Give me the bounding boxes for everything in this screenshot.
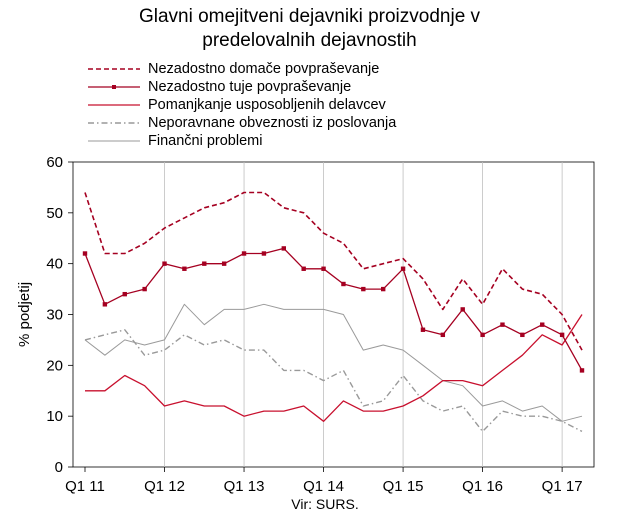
data-point: [261, 251, 267, 256]
chart-title-line-1: Glavni omejitveni dejavniki proizvodnje …: [138, 6, 481, 27]
y-axis-label: % podjetij: [16, 282, 33, 347]
data-point: [579, 368, 585, 373]
series-line: [85, 314, 583, 422]
series-3: [84, 329, 583, 433]
data-point: [480, 332, 485, 338]
legend-swatch-square-marker: [88, 85, 140, 89]
y-tick-label: 0: [55, 459, 63, 476]
legend-label: Nezadostno tuje povpraševanje: [148, 79, 352, 95]
data-point: [400, 266, 406, 271]
data-point: [440, 332, 446, 338]
data-point: [361, 286, 366, 292]
series-1: [82, 246, 585, 373]
legend-swatch-dashed: [88, 68, 140, 70]
legend-label: Neporavnane obveznosti iz poslovanja: [148, 115, 397, 131]
legend-item: Finančni problemi: [88, 132, 396, 150]
x-tick-label: Q1 11: [65, 478, 105, 495]
series-line: [84, 191, 583, 351]
x-tick-label: Q1 16: [462, 478, 503, 495]
x-tick-label: Q1 12: [144, 478, 185, 495]
legend-item: Pomanjkanje usposobljenih delavcev: [88, 96, 396, 114]
data-point: [102, 302, 108, 307]
data-point: [202, 261, 207, 266]
data-point: [381, 286, 386, 292]
legend-item: Neporavnane obveznosti iz poslovanja: [88, 114, 396, 132]
legend-item: Nezadostno tuje povpraševanje: [88, 78, 396, 96]
data-point: [142, 286, 147, 292]
y-tick-label: 30: [46, 307, 63, 324]
y-tick-label: 40: [46, 256, 63, 273]
x-tick-label: Q1 14: [303, 478, 344, 495]
data-point: [341, 281, 346, 287]
data-point: [520, 332, 525, 338]
x-tick-label: Q1 17: [542, 478, 583, 495]
series-0: [84, 191, 583, 351]
x-tick-label: Q1 13: [224, 478, 265, 495]
legend-item: Nezadostno domače povpraševanje: [88, 60, 396, 78]
series-line: [84, 247, 583, 371]
data-point: [500, 322, 505, 327]
data-point: [241, 251, 247, 256]
data-point: [162, 261, 167, 266]
legend-label: Pomanjkanje usposobljenih delavcev: [148, 97, 386, 113]
data-point: [460, 307, 465, 312]
y-tick-label: 20: [46, 357, 63, 374]
plot-frame: [72, 161, 595, 468]
data-point: [559, 332, 565, 338]
data-point: [122, 291, 127, 297]
legend-swatch-thin: [88, 140, 140, 142]
series-4: [84, 303, 583, 422]
legend-swatch-dashdot: [88, 122, 140, 124]
chart-title-line-2: predelovalnih dejavnostih: [202, 30, 417, 51]
data-point: [221, 261, 227, 266]
data-point: [540, 322, 545, 327]
series-2: [85, 314, 583, 422]
legend: Nezadostno domače povpraševanje Nezadost…: [88, 60, 396, 150]
legend-label: Nezadostno domače povpraševanje: [148, 61, 380, 77]
data-point: [82, 251, 88, 256]
data-point: [281, 246, 286, 251]
legend-label: Finančni problemi: [148, 133, 263, 149]
y-tick-label: 60: [46, 154, 63, 171]
series-line: [84, 329, 583, 433]
series-line: [84, 303, 583, 422]
source-note: Vir: SURS.: [291, 496, 359, 512]
y-tick-label: 10: [46, 408, 63, 425]
data-point: [182, 266, 187, 271]
legend-swatch-solid: [88, 104, 140, 106]
data-point: [301, 266, 306, 271]
x-tick-label: Q1 15: [383, 478, 424, 495]
data-point: [321, 266, 326, 271]
y-tick-label: 50: [46, 205, 63, 222]
data-point: [420, 327, 426, 332]
